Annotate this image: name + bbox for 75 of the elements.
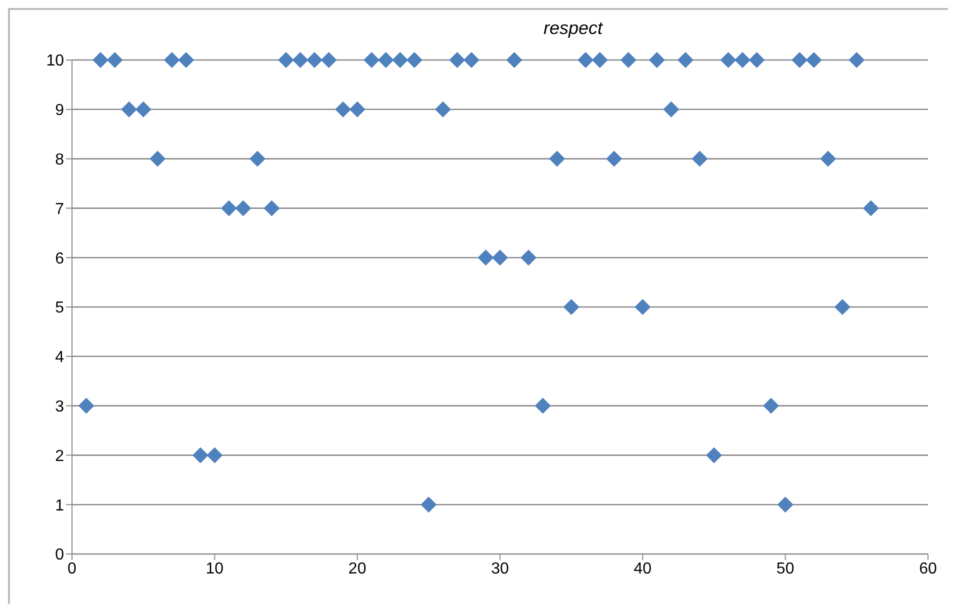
point	[492, 250, 508, 266]
point	[92, 52, 109, 68]
y-tick-label: 9	[55, 102, 64, 120]
point	[620, 52, 636, 68]
point	[392, 52, 408, 68]
point	[349, 101, 366, 118]
point	[478, 250, 494, 266]
point	[320, 52, 337, 68]
point	[220, 200, 237, 216]
y-tick-label: 3	[55, 398, 64, 416]
point	[734, 52, 751, 68]
point	[606, 150, 622, 167]
y-tick-label: 2	[55, 448, 64, 465]
y-tick-label: 1	[55, 497, 64, 514]
x-tick-label: 50	[776, 560, 794, 578]
point	[563, 299, 580, 315]
x-tick-label: 20	[348, 560, 366, 578]
y-tick-label: 4	[55, 349, 64, 366]
point	[648, 52, 665, 68]
point	[135, 101, 152, 118]
point	[506, 52, 522, 68]
point	[235, 200, 252, 216]
point	[720, 52, 736, 68]
point	[306, 52, 323, 68]
point	[663, 101, 680, 118]
point	[520, 250, 537, 266]
point	[820, 150, 836, 167]
point	[763, 398, 780, 414]
point	[178, 52, 194, 68]
point	[449, 52, 466, 68]
point	[164, 52, 180, 68]
point	[792, 52, 808, 68]
point	[592, 52, 608, 68]
point	[434, 101, 451, 118]
point	[534, 398, 551, 414]
point	[748, 52, 765, 68]
point	[206, 447, 223, 464]
point	[106, 52, 123, 68]
x-tick-label: 60	[919, 560, 937, 578]
point	[121, 101, 138, 118]
point	[834, 299, 850, 315]
point	[192, 447, 208, 464]
y-tick-label: 5	[55, 300, 64, 317]
point	[677, 52, 694, 68]
x-tick-label: 40	[634, 560, 652, 578]
point	[278, 52, 294, 68]
point	[862, 200, 879, 216]
y-tick-label: 0	[55, 546, 64, 564]
point	[335, 101, 352, 118]
point	[848, 52, 865, 68]
point	[292, 52, 308, 68]
point	[264, 200, 280, 216]
point	[549, 150, 566, 167]
y-tick-label: 10	[46, 52, 64, 70]
x-tick-label: 10	[206, 560, 224, 578]
x-tick-label: 30	[491, 560, 509, 578]
point	[463, 52, 480, 68]
point	[364, 52, 380, 68]
point	[78, 398, 94, 414]
point	[420, 496, 437, 513]
point	[378, 52, 394, 68]
point	[249, 150, 266, 167]
point	[150, 150, 166, 167]
y-tick-label: 6	[55, 250, 64, 268]
point	[806, 52, 822, 68]
y-tick-label: 7	[55, 200, 64, 218]
point	[706, 447, 722, 464]
point	[578, 52, 594, 68]
chart-title: respect	[542, 18, 604, 39]
x-tick-label: 0	[68, 560, 77, 578]
point	[634, 299, 651, 315]
point	[406, 52, 422, 68]
point	[692, 150, 708, 167]
point	[777, 496, 794, 513]
y-tick-label: 8	[55, 151, 64, 168]
